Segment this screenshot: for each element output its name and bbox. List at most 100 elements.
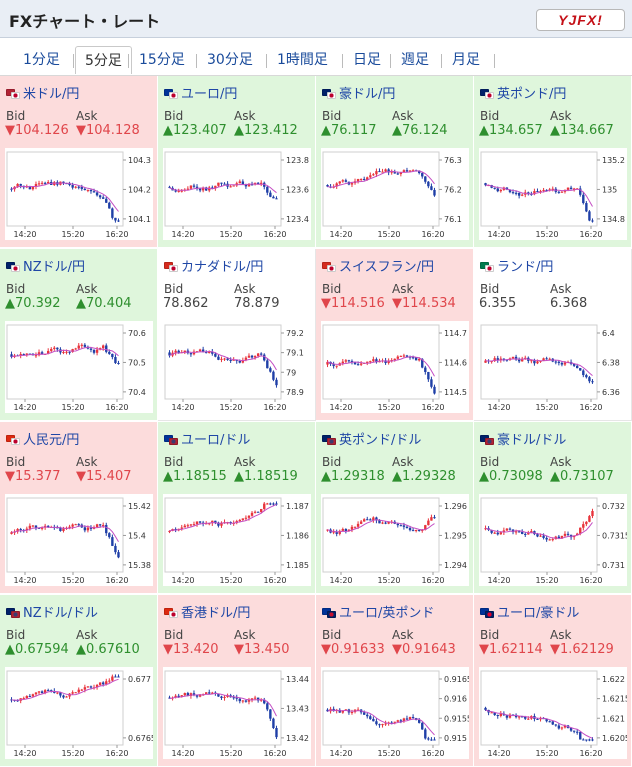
price-chart[interactable]: 123.8 123.6 123.4 14:20 15:20 16:20 (163, 148, 311, 240)
pair-link[interactable]: 英ポンド/ドル (322, 429, 421, 448)
flag-icon (6, 89, 20, 99)
bid-value: ▲134.657 (479, 123, 543, 138)
rate-card[interactable]: 英ポンド/ドル Bid Ask ▲1.29318 ▲1.29328 1.296 1.295 1… (316, 422, 474, 594)
candle-body (356, 179, 360, 182)
gb-flag-icon (327, 611, 336, 618)
candle-body (34, 355, 38, 357)
candle-body (399, 525, 403, 527)
candle-body (384, 360, 387, 363)
bid-label: Bid (164, 282, 184, 296)
rate-card[interactable]: 豪ドル/ドルBidAsk▲0.73098▲0.731070.7320.73150… (474, 422, 632, 594)
price-chart[interactable]: 1.296 1.295 1.294 14:20 15:20 16:20 (321, 494, 469, 586)
tab-5[interactable]: 日足 (353, 52, 381, 68)
rate-card[interactable]: NZドル/ドル Bid Ask ▲0.67594 ▲0.67610 0.677 0.6765… (0, 595, 158, 767)
rate-card[interactable]: ユーロ/英ポンドBidAsk▼0.91633▼0.916430.91650.91… (316, 595, 474, 767)
price-chart[interactable]: 13.44 13.43 13.42 14:20 15:20 16:20 (163, 667, 311, 759)
x-axis-label: 14:20 (171, 749, 194, 758)
pair-link[interactable]: ユーロ/豪ドル (480, 602, 579, 621)
candle-body (105, 681, 108, 685)
candle-body (508, 714, 512, 718)
pair-link[interactable]: NZドル/ドル (6, 602, 98, 621)
tab-7[interactable]: 月足 (452, 52, 480, 68)
candle-body (95, 349, 99, 353)
tab-4[interactable]: 1時間足 (277, 52, 328, 68)
rate-card[interactable]: カナダドル/円 Bid Ask 78.862 78.879 79.2 79.1 79 78.9 1… (158, 249, 316, 421)
candle-body (536, 361, 539, 364)
pair-link[interactable]: 豪ドル/ドル (480, 429, 566, 448)
candle-body (369, 175, 372, 178)
price-chart-svg: 0.677 0.6765 14:20 15:20 16:20 (6, 670, 153, 758)
candle-body (201, 187, 205, 191)
jp-flag-icon (327, 265, 336, 272)
candle-body (238, 181, 242, 184)
candle-body (195, 521, 199, 525)
tab-1[interactable]: 5分足 (75, 46, 132, 74)
price-chart[interactable]: 0.732 0.7315 0.731 14:20 15:20 16:20 (479, 494, 627, 586)
pair-name: 英ポンド/円 (497, 87, 567, 102)
candle-body (238, 360, 242, 363)
candle-body (195, 695, 199, 697)
price-chart[interactable]: 6.4 6.38 6.36 14:20 15:20 16:20 (479, 321, 627, 413)
x-axis-label: 14:20 (171, 230, 194, 239)
price-chart[interactable]: 114.7 114.6 114.5 14:20 15:20 16:20 (321, 321, 469, 413)
pair-link[interactable]: カナダドル/円 (164, 256, 263, 275)
candle-body (496, 532, 499, 535)
pair-link[interactable]: ユーロ/英ポンド (322, 602, 434, 621)
candle-body (390, 722, 393, 724)
candle-body (177, 350, 180, 353)
pair-link[interactable]: 人民元/円 (6, 429, 79, 448)
tab-3[interactable]: 30分足 (207, 52, 253, 68)
candle-body (34, 692, 38, 695)
rate-card[interactable]: 米ドル/円 Bid Ask ▼104.126 ▼104.128 104.3 104.2 104… (0, 76, 158, 248)
x-axis-label: 15:20 (61, 576, 84, 585)
price-chart[interactable]: 104.3 104.2 104.1 14:20 15:20 16:20 (5, 148, 153, 240)
price-chart[interactable]: 0.677 0.6765 14:20 15:20 16:20 (5, 667, 153, 759)
price-chart[interactable]: 0.9165 0.916 0.9155 0.915 14:20 15:20 16:20 (321, 667, 469, 759)
rate-card[interactable]: ランド/円 Bid Ask 6.355 6.368 6.4 6.38 6.36 14:20 15:… (474, 249, 632, 421)
price-chart[interactable]: 1.622 1.6215 1.621 1.6205 14:20 15:20 16:20 (479, 667, 627, 759)
tab-0[interactable]: 1分足 (23, 52, 60, 68)
pair-link[interactable]: 豪ドル/円 (322, 83, 395, 102)
pair-link[interactable]: ユーロ/円 (164, 83, 237, 102)
candle-body (408, 716, 412, 720)
rate-card[interactable]: ユーロ/ドル Bid Ask ▲1.18515 ▲1.18519 1.187 1.186 1.… (158, 422, 316, 594)
pair-link[interactable]: NZドル/円 (6, 256, 85, 275)
pair-link[interactable]: ユーロ/ドル (164, 429, 250, 448)
candle-body (238, 519, 242, 522)
moving-average-line (11, 678, 119, 701)
candle-body (542, 358, 545, 361)
pair-link[interactable]: 英ポンド/円 (480, 83, 566, 102)
rate-card[interactable]: ユーロ/円 Bid Ask ▲123.407 ▲123.412 123.8 123.6 123… (158, 76, 316, 248)
pair-link[interactable]: 香港ドル/円 (164, 602, 250, 621)
candle-body (189, 353, 193, 355)
rate-card[interactable]: NZドル/円 Bid Ask ▲70.392 ▲70.404 70.6 70.5 70.4 14… (0, 249, 158, 421)
price-chart[interactable]: 15.42 15.4 15.38 14:20 15:20 16:20 (5, 494, 153, 586)
pair-link[interactable]: ランド/円 (480, 256, 553, 275)
candle-body (520, 194, 524, 196)
us-flag-icon (6, 89, 15, 96)
tab-2[interactable]: 15分足 (139, 52, 185, 68)
x-axis-label: 16:20 (421, 403, 444, 412)
rate-card[interactable]: 英ポンド/円 Bid Ask ▲134.657 ▲134.667 135.2 135 134.… (474, 76, 632, 248)
pair-link[interactable]: スイスフラン/円 (322, 256, 434, 275)
price-chart[interactable]: 76.3 76.2 76.1 14:20 15:20 16:20 (321, 148, 469, 240)
rate-card[interactable]: 人民元/円 Bid Ask ▼15.377 ▼15.407 15.42 15.4 15.38 1… (0, 422, 158, 594)
rate-card[interactable]: スイスフラン/円 Bid Ask ▼114.516 ▼114.534 114.7 114.6… (316, 249, 474, 421)
rate-card[interactable]: 香港ドル/円 Bid Ask ▼13.420 ▼13.450 13.44 13.43 13.4… (158, 595, 316, 767)
price-chart[interactable]: 1.187 1.186 1.185 14:20 15:20 16:20 (163, 494, 311, 586)
candle-body (189, 524, 193, 526)
price-chart[interactable]: 79.2 79.1 79 78.9 14:20 15:20 16:20 (163, 321, 311, 413)
rate-card[interactable]: 豪ドル/円 Bid Ask ▲76.117 ▲76.124 76.3 76.2 76.1 14:… (316, 76, 474, 248)
pair-link[interactable]: 米ドル/円 (6, 83, 79, 102)
candle-body (117, 676, 120, 678)
candle-body (108, 533, 111, 538)
candle-body (566, 533, 570, 535)
rate-card[interactable]: ユーロ/豪ドル Bid Ask ▼1.62114 ▼1.62129 1.622 1.6215… (474, 595, 632, 767)
tab-6[interactable]: 週足 (401, 52, 429, 68)
candle-body (89, 686, 93, 688)
yjfx-logo[interactable]: YJFX! (536, 9, 625, 31)
candle-body (10, 532, 13, 534)
price-chart[interactable]: 70.6 70.5 70.4 14:20 15:20 16:20 (5, 321, 153, 413)
us-flag-icon (11, 611, 20, 618)
price-chart[interactable]: 135.2 135 134.8 14:20 15:20 16:20 (479, 148, 627, 240)
